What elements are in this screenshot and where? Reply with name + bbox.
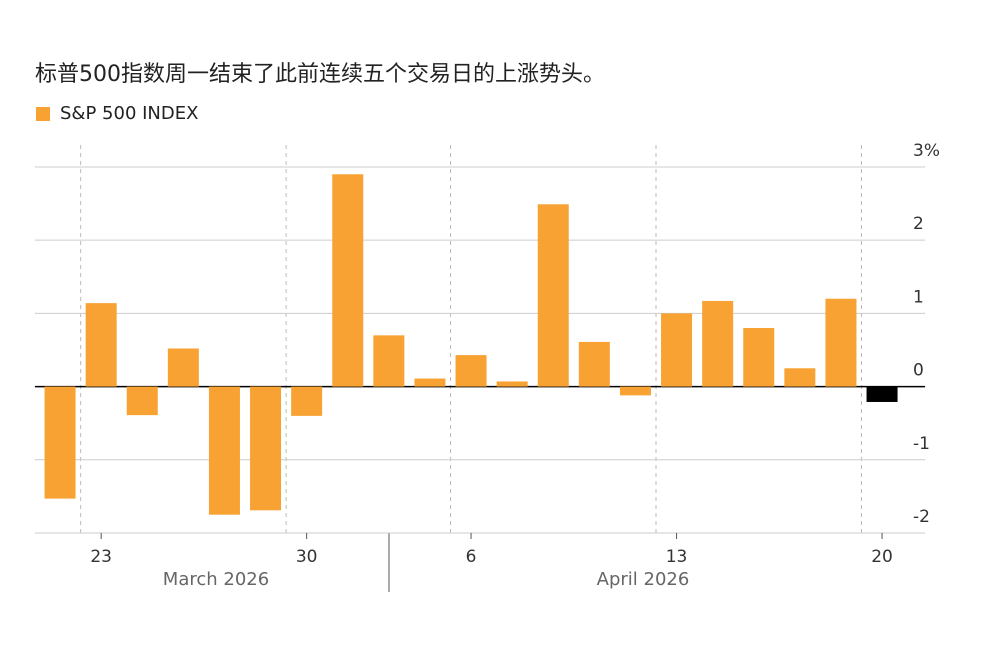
bar [332, 174, 364, 387]
month-label: April 2026 [597, 569, 690, 590]
y-tick-label: 2 [913, 214, 924, 234]
bar [250, 386, 282, 511]
legend-label: S&P 500 INDEX [60, 103, 198, 124]
y-tick-label: -2 [913, 507, 930, 527]
bar [537, 204, 569, 387]
bar [373, 335, 405, 387]
x-tick-label: 13 [666, 547, 688, 567]
bar [85, 303, 117, 387]
chart-title: 标普500指数周一结束了此前连续五个交易日的上涨势头。 [35, 62, 605, 87]
bar [784, 368, 816, 387]
bar [743, 328, 775, 387]
bar [825, 298, 857, 387]
bar [661, 313, 693, 387]
bar [167, 348, 199, 387]
bar [414, 378, 446, 387]
bar [44, 386, 76, 499]
x-tick-label: 6 [466, 547, 477, 567]
y-tick-label: 3% [913, 141, 940, 161]
bar [702, 300, 734, 387]
x-tick-label: 23 [90, 547, 112, 567]
bar [578, 341, 610, 387]
bar [619, 386, 651, 396]
y-tick-label: -1 [913, 434, 930, 454]
bar [208, 386, 240, 515]
bar [496, 381, 528, 387]
month-label: March 2026 [163, 569, 269, 590]
y-tick-label: 1 [913, 287, 924, 307]
x-tick-label: 20 [871, 547, 893, 567]
bar [291, 386, 323, 416]
bar [866, 386, 898, 402]
bar [126, 386, 158, 416]
y-tick-label: 0 [913, 361, 924, 381]
x-tick-label: 30 [296, 547, 318, 567]
legend-swatch [36, 107, 50, 121]
bar [455, 355, 487, 387]
